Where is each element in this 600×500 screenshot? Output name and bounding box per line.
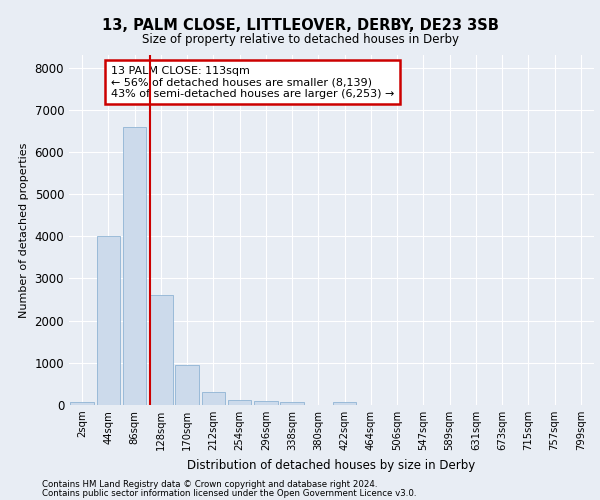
Bar [123, 126, 146, 405]
X-axis label: Distribution of detached houses by size in Derby: Distribution of detached houses by size … [187, 458, 476, 471]
Bar [228, 400, 251, 405]
Bar [175, 365, 199, 405]
Bar [70, 402, 94, 405]
Text: 13 PALM CLOSE: 113sqm
← 56% of detached houses are smaller (8,139)
43% of semi-d: 13 PALM CLOSE: 113sqm ← 56% of detached … [111, 66, 394, 98]
Bar [280, 402, 304, 405]
Bar [254, 401, 278, 405]
Bar [202, 392, 225, 405]
Bar [333, 402, 356, 405]
Y-axis label: Number of detached properties: Number of detached properties [19, 142, 29, 318]
Text: Size of property relative to detached houses in Derby: Size of property relative to detached ho… [142, 32, 458, 46]
Text: Contains public sector information licensed under the Open Government Licence v3: Contains public sector information licen… [42, 490, 416, 498]
Bar [149, 294, 173, 405]
Text: 13, PALM CLOSE, LITTLEOVER, DERBY, DE23 3SB: 13, PALM CLOSE, LITTLEOVER, DERBY, DE23 … [101, 18, 499, 32]
Text: Contains HM Land Registry data © Crown copyright and database right 2024.: Contains HM Land Registry data © Crown c… [42, 480, 377, 489]
Bar [97, 236, 120, 405]
